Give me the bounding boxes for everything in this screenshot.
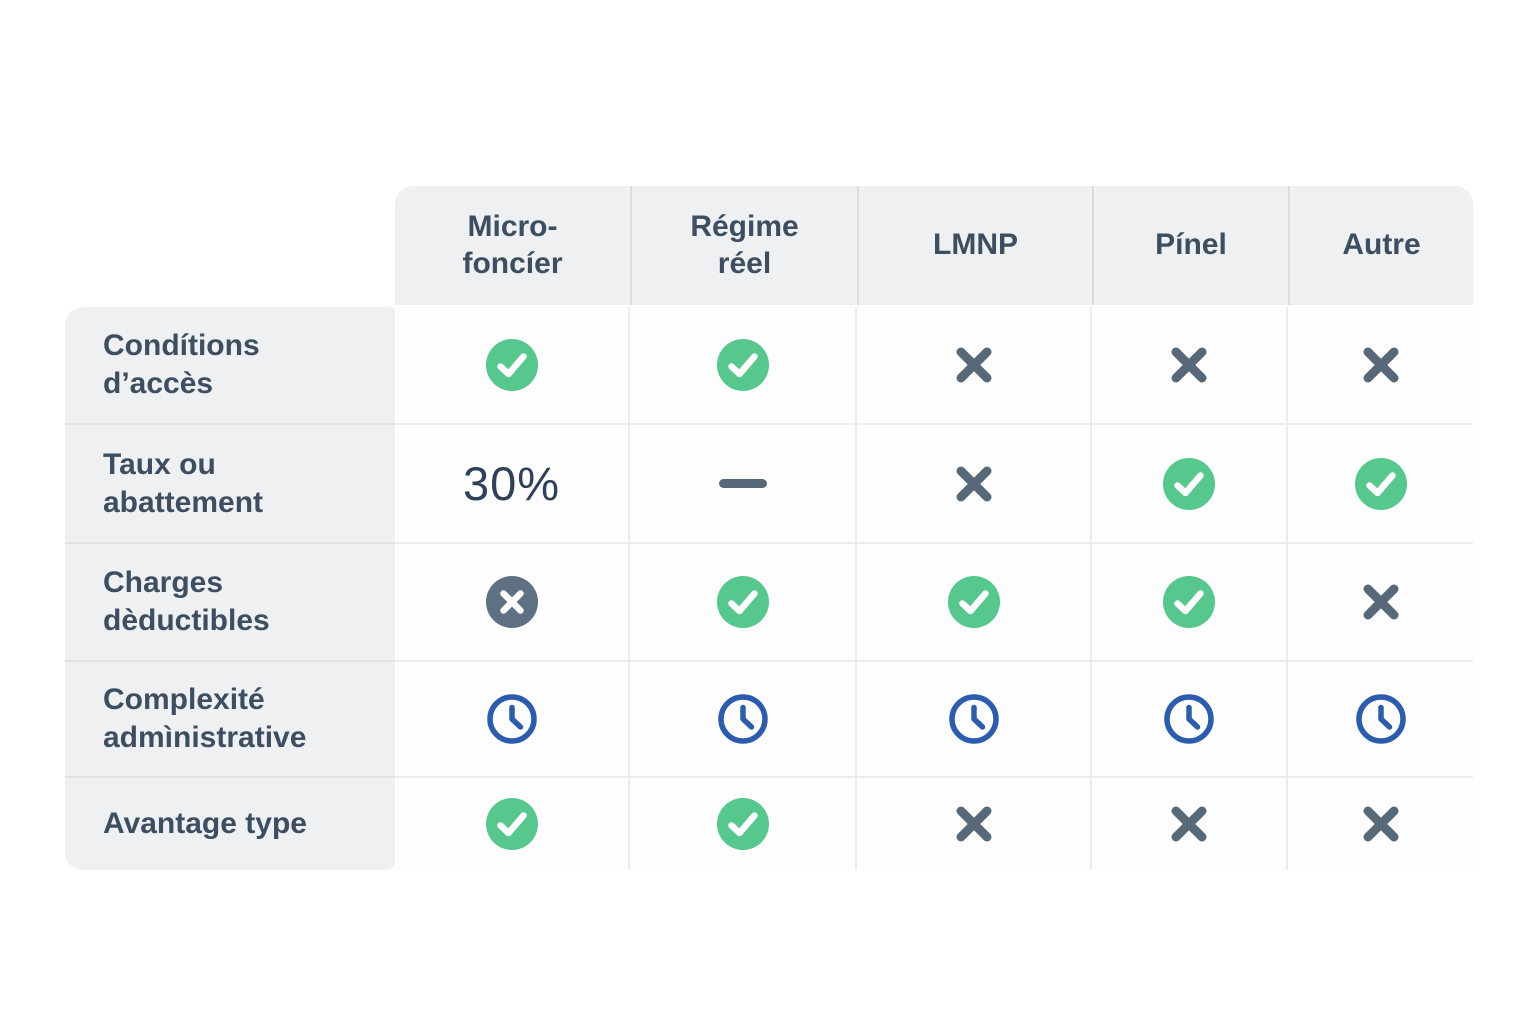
clock-icon [1355,694,1406,744]
row-label-complexite-administrative: Complexité admìnistrative [65,662,395,778]
cell-taux-abattement--autre [1288,425,1473,544]
x-mark-icon [1171,806,1207,842]
x-mark-icon [956,347,991,383]
clock-icon [486,694,537,744]
row-label-avantage-type: Avantage type [65,778,395,870]
cell-charges-deductibles--autre [1288,544,1473,662]
cell-charges-deductibles--micro-foncier [395,544,630,662]
x-mark-icon [1363,806,1398,842]
cell-taux-abattement--pinel [1092,425,1288,544]
check-circle-icon [1163,576,1215,628]
row-label-conditions-acces: Condítions d’accès [65,307,395,425]
cell-charges-deductibles--pinel [1092,544,1288,662]
column-header-micro-foncier: Micro- foncíer [462,209,563,280]
cell-avantage-type--regime-reel [630,778,857,870]
clock-icon [1164,694,1214,744]
cell-avantage-type--pinel [1092,778,1288,870]
row-label-taux-abattement: Taux ou abattement [65,425,395,544]
check-circle-icon [716,798,769,850]
x-mark-icon [956,806,991,842]
check-circle-icon [716,339,769,391]
cell-conditions-acces--autre [1288,307,1473,425]
cell-complexite-administrative--pinel [1092,662,1288,778]
x-mark-icon [1363,347,1398,383]
table-header-row: Micro- foncíer Régime réel LMNP Pínel Autre [395,186,1473,305]
cell-complexite-administrative--micro-foncier [395,662,630,778]
cell-conditions-acces--micro-foncier [395,307,630,425]
column-header-autre: Autre [1288,186,1473,305]
clock-icon [948,694,999,744]
check-circle-icon [716,576,769,628]
x-mark-icon [1363,584,1398,620]
cell-complexite-administrative--lmnp [857,662,1092,778]
cell-avantage-type--lmnp [857,778,1092,870]
cell-conditions-acces--pinel [1092,307,1288,425]
cell-taux-abattement--regime-reel [630,425,857,544]
column-header-pinel: Pínel [1092,186,1288,305]
check-circle-icon [1163,457,1215,510]
cell-value-text: 30% [462,457,561,510]
row-label-charges-deductibles: Charges dèductibles [65,544,395,662]
check-circle-icon [947,576,1000,628]
cell-complexite-administrative--regime-reel [630,662,857,778]
check-circle-icon [485,339,538,391]
cell-avantage-type--micro-foncier [395,778,630,870]
dash-icon [718,479,767,488]
x-circle-icon [485,576,538,628]
cell-avantage-type--autre [1288,778,1473,870]
cell-conditions-acces--lmnp [857,307,1092,425]
cell-taux-abattement--lmnp [857,425,1092,544]
column-header-lmnp: LMNP [857,186,1092,305]
check-circle-icon [485,798,538,850]
cell-conditions-acces--regime-reel [630,307,857,425]
clock-icon [717,694,768,744]
x-mark-icon [956,466,991,501]
x-mark-icon [1171,347,1207,383]
cell-charges-deductibles--regime-reel [630,544,857,662]
cell-taux-abattement--micro-foncier: 30% [395,425,630,544]
table-body: Condítions d’accès Taux ou abattement 30% C… [65,307,1473,870]
check-circle-icon [1354,457,1407,510]
cell-charges-deductibles--lmnp [857,544,1092,662]
cell-complexite-administrative--autre [1288,662,1473,778]
column-header-regime-reel: Régime réel [630,186,857,305]
